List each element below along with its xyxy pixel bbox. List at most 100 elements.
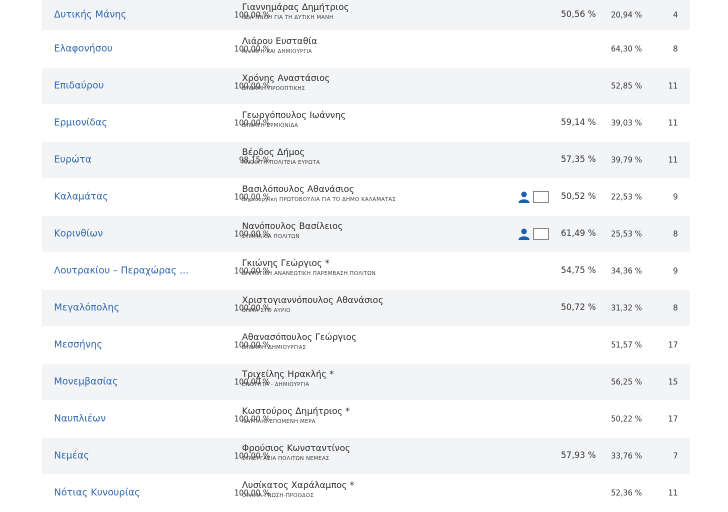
first-round-percent: 52,36 %	[611, 488, 642, 498]
seats-count: 17	[668, 340, 678, 350]
municipality-link[interactable]: Καλαμάτας	[54, 191, 109, 203]
person-icon[interactable]	[518, 228, 530, 240]
candidate-cell: Τριχείλης Ηρακλής * ΕΝΟΤΗΤΑ - ΔΗΜΙΟΥΡΓΙΑ	[242, 369, 334, 390]
seats-count: 8	[673, 303, 678, 313]
municipality-link[interactable]: Λουτρακίου – Περαχώρας ...	[54, 265, 189, 277]
counted-percent: 100,00 %	[234, 229, 270, 239]
party-name: ΝΕΑ ΠΝΟΗ ΓΙΑ ΤΗ ΔΥΤΙΚΗ ΜΑΝΗ	[242, 14, 334, 21]
candidate-name: Νανόπουλος Βασίλειος	[242, 221, 343, 232]
municipality-link[interactable]: Δυτικής Μάνης	[54, 9, 127, 21]
counted-percent: 100,00 %	[234, 451, 270, 461]
candidate-cell: Γιαννημάρας Δημήτριος ΝΕΑ ΠΝΟΗ ΓΙΑ ΤΗ ΔΥ…	[242, 2, 349, 23]
second-round-percent: 54,75 %	[560, 266, 596, 276]
party-name: ΑΛΛΑΓΗ ΚΑΙ ΔΗΜΙΟΥΡΓΙΑ	[242, 48, 313, 55]
first-round-percent: 25,53 %	[611, 229, 642, 239]
table-row: Ερμιονίδας 100,00 % Γεωργόπουλος Ιωάννης…	[42, 105, 690, 142]
second-round-percent: 50,56 %	[560, 10, 596, 20]
seats-count: 7	[673, 451, 678, 461]
first-round-percent: 34,36 %	[611, 266, 642, 276]
party-name: ΣΥΝΕΡΓΑΣΙΑ ΠΟΛΙΤΩΝ ΝΕΜΕΑΣ	[242, 455, 330, 462]
municipality-link[interactable]: Μεγαλόπολης	[54, 302, 120, 314]
first-round-percent: 33,76 %	[611, 451, 642, 461]
first-round-percent: 56,25 %	[611, 377, 642, 387]
candidate-cell: Κωστούρος Δημήτριος * ΝΑΥΠΛΙΟ.ΕΠΟΜΕΝΗ ΜΕ…	[242, 406, 350, 427]
seats-count: 9	[673, 192, 678, 202]
counted-percent: 100,00 %	[234, 44, 270, 54]
seats-count: 15	[668, 377, 678, 387]
candidate-name: Γκιώνης Γεώργιος *	[242, 258, 330, 269]
seats-count: 17	[668, 414, 678, 424]
candidate-name: Βέρδος Δήμος	[242, 147, 305, 158]
candidate-name: Χρόνης Αναστάσιος	[242, 73, 330, 84]
table-row: Νεμέας 100,00 % Φρούσιος Κωνσταντίνος ΣΥ…	[42, 438, 690, 475]
counted-percent: 98,15 %	[239, 155, 270, 165]
candidate-name: Λυσίκατος Χαράλαμπος *	[242, 480, 355, 491]
candidate-name: Γεωργόπουλος Ιωάννης	[242, 110, 346, 121]
counted-percent: 100,00 %	[234, 118, 270, 128]
second-round-percent: 59,14 %	[560, 118, 596, 128]
municipality-link[interactable]: Επιδαύρου	[54, 80, 104, 92]
party-name: ΔΥΝΑΤΗ ΕΡΜΙΟΝΙΔΑ	[242, 122, 299, 129]
second-round-percent: 61,49 %	[560, 229, 596, 239]
first-round-percent: 64,30 %	[611, 44, 642, 54]
table-row: Μεγαλόπολης 100,00 % Χριστογιαννόπουλος …	[42, 290, 690, 327]
municipality-link[interactable]: Νότιας Κυνουρίας	[54, 487, 141, 499]
seats-count: 11	[668, 488, 678, 498]
icon-group	[518, 191, 549, 203]
candidate-cell: Αθανασόπουλος Γεώργιος ΔΥΝΑΜΗ ΔΗΜΙΟΥΡΓΙΑ…	[242, 332, 357, 353]
municipality-link[interactable]: Ευρώτα	[54, 154, 92, 166]
first-round-percent: 22,53 %	[611, 192, 642, 202]
candidate-cell: Γκιώνης Γεώργιος * ΔΗΜΟΤΙΚΗ ΑΝΑΝΕΩΤΙΚΗ Π…	[242, 258, 376, 279]
candidate-cell: Λυσίκατος Χαράλαμπος * ΟΡΑΜΑ-ΓΝΩΣΗ-ΠΡΟΟΔ…	[242, 480, 354, 501]
counted-percent: 100,00 %	[234, 10, 270, 20]
party-name: ΟΡΑΜΑ-ΓΝΩΣΗ-ΠΡΟΟΔΟΣ	[242, 492, 314, 499]
candidate-name: Αθανασόπουλος Γεώργιος	[242, 332, 357, 343]
checkbox-icon[interactable]	[533, 228, 549, 240]
person-icon[interactable]	[518, 191, 530, 203]
first-round-percent: 31,32 %	[611, 303, 642, 313]
seats-count: 11	[668, 155, 678, 165]
municipality-link[interactable]: Μονεμβασίας	[54, 376, 118, 388]
seats-count: 8	[673, 44, 678, 54]
party-name: ΕΝΟΤΗΤΑ - ΔΗΜΙΟΥΡΓΙΑ	[242, 381, 310, 388]
candidate-cell: Νανόπουλος Βασίλειος ΣΥΜΜΑΧΙΑ ΠΟΛΙΤΩΝ	[242, 221, 343, 242]
municipality-link[interactable]: Ερμιονίδας	[54, 117, 108, 129]
seats-count: 9	[673, 266, 678, 276]
table-row: Επιδαύρου 100,00 % Χρόνης Αναστάσιος ΔΥΝ…	[42, 68, 690, 105]
municipality-link[interactable]: Νεμέας	[54, 450, 90, 462]
party-name: ΒΗΜΑ ΣΤΟ ΑΥΡΙΟ	[242, 307, 291, 314]
table-row: Μεσσήνης 100,00 % Αθανασόπουλος Γεώργιος…	[42, 327, 690, 364]
party-name: ΔΗΜΟΤΙΚΗ ΑΝΑΝΕΩΤΙΚΗ ΠΑΡΕΜΒΑΣΗ ΠΟΛΙΤΩΝ	[242, 270, 376, 277]
municipality-link[interactable]: Κορινθίων	[54, 228, 103, 240]
checkbox-icon[interactable]	[533, 191, 549, 203]
candidate-name: Λιάρου Ευσταθία	[242, 36, 318, 47]
table-row: Μονεμβασίας 100,00 % Τριχείλης Ηρακλής *…	[42, 364, 690, 401]
party-name: ΝΑΥΠΛΙΟ.ΕΠΟΜΕΝΗ ΜΕΡΑ	[242, 418, 316, 425]
table-row: Ναυπλιέων 100,00 % Κωστούρος Δημήτριος *…	[42, 401, 690, 438]
candidate-cell: Φρούσιος Κωνσταντίνος ΣΥΝΕΡΓΑΣΙΑ ΠΟΛΙΤΩΝ…	[242, 443, 350, 464]
second-round-percent: 57,93 %	[560, 451, 596, 461]
candidate-name: Χριστογιαννόπουλος Αθανάσιος	[242, 295, 384, 306]
table-row: Καλαμάτας 100,00 % Βασιλόπουλος Αθανάσιο…	[42, 179, 690, 216]
first-round-percent: 50,22 %	[611, 414, 642, 424]
municipality-link[interactable]: Ναυπλιέων	[54, 413, 106, 425]
counted-percent: 100,00 %	[234, 192, 270, 202]
party-name: ΑΝΟΙΧΤΗ ΠΟΛΙΤΕΙΑ ΕΥΡΩΤΑ	[242, 159, 320, 166]
counted-percent: 100,00 %	[234, 488, 270, 498]
candidate-name: Τριχείλης Ηρακλής *	[242, 369, 334, 380]
candidate-name: Βασιλόπουλος Αθανάσιος	[242, 184, 355, 195]
second-round-percent: 50,52 %	[560, 192, 596, 202]
first-round-percent: 52,85 %	[611, 81, 642, 91]
candidate-cell: Γεωργόπουλος Ιωάννης ΔΥΝΑΤΗ ΕΡΜΙΟΝΙΔΑ	[242, 110, 346, 131]
municipality-link[interactable]: Ελαφονήσου	[54, 43, 113, 55]
candidate-cell: Λιάρου Ευσταθία ΑΛΛΑΓΗ ΚΑΙ ΔΗΜΙΟΥΡΓΙΑ	[242, 36, 317, 57]
party-name: ΔΥΝΑΜΗ ΠΡΟΟΠΤΙΚΗΣ	[242, 85, 306, 92]
table-row: Κορινθίων 100,00 % Νανόπουλος Βασίλειος …	[42, 216, 690, 253]
table-row: Ευρώτα 98,15 % Βέρδος Δήμος ΑΝΟΙΧΤΗ ΠΟΛΙ…	[42, 142, 690, 179]
counted-percent: 100,00 %	[234, 414, 270, 424]
municipality-link[interactable]: Μεσσήνης	[54, 339, 103, 351]
seats-count: 11	[668, 81, 678, 91]
table-row: Ελαφονήσου 100,00 % Λιάρου Ευσταθία ΑΛΛΑ…	[42, 31, 690, 68]
table-row: Νότιας Κυνουρίας 100,00 % Λυσίκατος Χαρά…	[42, 475, 690, 512]
candidate-cell: Χρόνης Αναστάσιος ΔΥΝΑΜΗ ΠΡΟΟΠΤΙΚΗΣ	[242, 73, 330, 94]
